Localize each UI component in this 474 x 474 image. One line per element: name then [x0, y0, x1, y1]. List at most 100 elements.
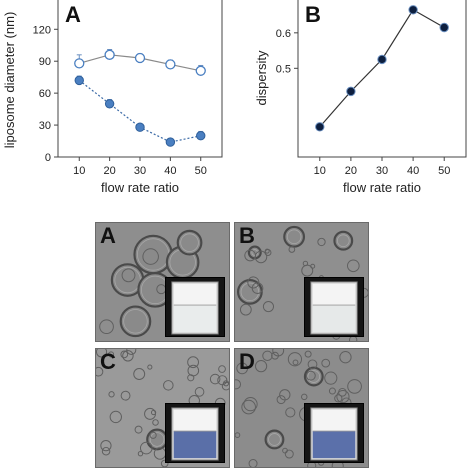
- vesicle: [122, 350, 134, 362]
- vesicle: [147, 364, 153, 370]
- data-point: [74, 58, 85, 69]
- vesicle: [101, 446, 111, 456]
- vesicle: [288, 246, 296, 253]
- vial-headspace: [312, 283, 356, 306]
- vesicle-membrane: [286, 229, 302, 245]
- vesicle: [254, 360, 268, 373]
- x-tick-label: 30: [134, 165, 146, 177]
- x-tick-label: 10: [73, 165, 85, 177]
- vesicle: [339, 351, 352, 364]
- vesicle: [338, 387, 347, 397]
- vesicle: [99, 319, 114, 335]
- data-point: [195, 65, 206, 76]
- vesicle: [304, 350, 312, 358]
- vesicle: [347, 259, 360, 273]
- vesicle: [133, 368, 146, 380]
- vial-headspace: [173, 283, 217, 306]
- vial-b-image: [305, 278, 363, 336]
- y-tick-label: 0: [45, 152, 51, 164]
- series-line: [78, 79, 201, 143]
- vial-liquid: [312, 431, 356, 459]
- vesicle: [305, 370, 316, 381]
- x-tick-label: 40: [407, 165, 419, 177]
- vesicle: [235, 432, 241, 439]
- vesicle: [287, 352, 303, 367]
- micrograph-d: D: [234, 348, 369, 468]
- data-point: [196, 131, 206, 141]
- data-point: [377, 54, 387, 65]
- vial-photo-b: [304, 277, 364, 337]
- vesicle-membrane: [123, 309, 148, 334]
- micrograph-c-label: C: [100, 349, 116, 374]
- micrograph-d-label: D: [239, 349, 255, 374]
- vial-photo-d: [304, 403, 364, 463]
- vesicle: [176, 229, 203, 256]
- vesicle: [187, 364, 200, 377]
- panel-letter: A: [65, 2, 81, 27]
- x-axis-label: flow rate ratio: [101, 180, 179, 195]
- vesicle: [121, 268, 136, 283]
- vesicle: [239, 303, 252, 316]
- vesicle: [347, 379, 362, 394]
- vesicle: [108, 351, 115, 358]
- data-point: [74, 75, 84, 86]
- vesicle: [292, 359, 299, 366]
- y-tick-label: 30: [39, 120, 51, 132]
- vesicle: [241, 399, 256, 415]
- vesicle: [264, 249, 272, 256]
- y-tick-label: 0.6: [276, 28, 291, 40]
- vesicle: [139, 441, 153, 455]
- vesicle-membrane: [307, 370, 321, 383]
- vesicle: [336, 390, 350, 404]
- vesicle: [96, 366, 104, 377]
- data-point: [104, 49, 115, 60]
- vial-c-image: [166, 404, 224, 462]
- vial-d-image: [305, 404, 363, 462]
- vesicle: [307, 359, 318, 370]
- x-tick-label: 20: [104, 165, 116, 177]
- vesicle: [310, 263, 316, 269]
- vesicle: [235, 379, 242, 390]
- micrograph-b-label: B: [239, 223, 255, 248]
- vesicle: [328, 387, 336, 395]
- vesicle: [262, 350, 273, 361]
- vesicle: [96, 349, 108, 358]
- y-tick-label: 90: [39, 56, 51, 68]
- vesicle: [271, 351, 279, 360]
- plot-frame: [297, 0, 467, 158]
- vial-photo-a: [165, 277, 225, 337]
- data-point: [408, 5, 418, 15]
- vesicle: [119, 305, 152, 338]
- vesicle: [137, 451, 144, 457]
- vesicle: [149, 431, 157, 439]
- vesicle-membrane: [240, 282, 260, 302]
- data-point: [315, 122, 325, 132]
- vesicle-membrane: [336, 234, 350, 247]
- data-point: [165, 59, 176, 70]
- vesicle: [100, 439, 112, 452]
- vesicle: [126, 349, 137, 355]
- vial-liquid: [173, 431, 217, 459]
- vesicle-membrane: [268, 433, 281, 446]
- vesicle: [321, 358, 331, 368]
- vesicle: [236, 362, 249, 375]
- vial-photo-c: [165, 403, 225, 463]
- vial-headspace: [312, 409, 356, 432]
- vesicle: [243, 396, 258, 412]
- vial-liquid: [173, 305, 217, 333]
- vesicle-membrane: [180, 233, 199, 252]
- vesicle: [187, 356, 199, 369]
- vesicle: [218, 365, 226, 373]
- y-tick-label: 120: [33, 24, 51, 36]
- micrograph-c: C: [95, 348, 230, 468]
- series-line: [319, 8, 445, 128]
- vial-headspace: [173, 409, 217, 432]
- x-tick-label: 40: [164, 165, 176, 177]
- y-tick-label: 0.5: [276, 63, 291, 75]
- vesicle: [334, 394, 343, 403]
- data-point: [135, 122, 145, 132]
- vesicle: [194, 387, 205, 397]
- data-point: [439, 22, 449, 33]
- micrograph-a-label: A: [100, 223, 116, 248]
- vesicle: [279, 389, 291, 401]
